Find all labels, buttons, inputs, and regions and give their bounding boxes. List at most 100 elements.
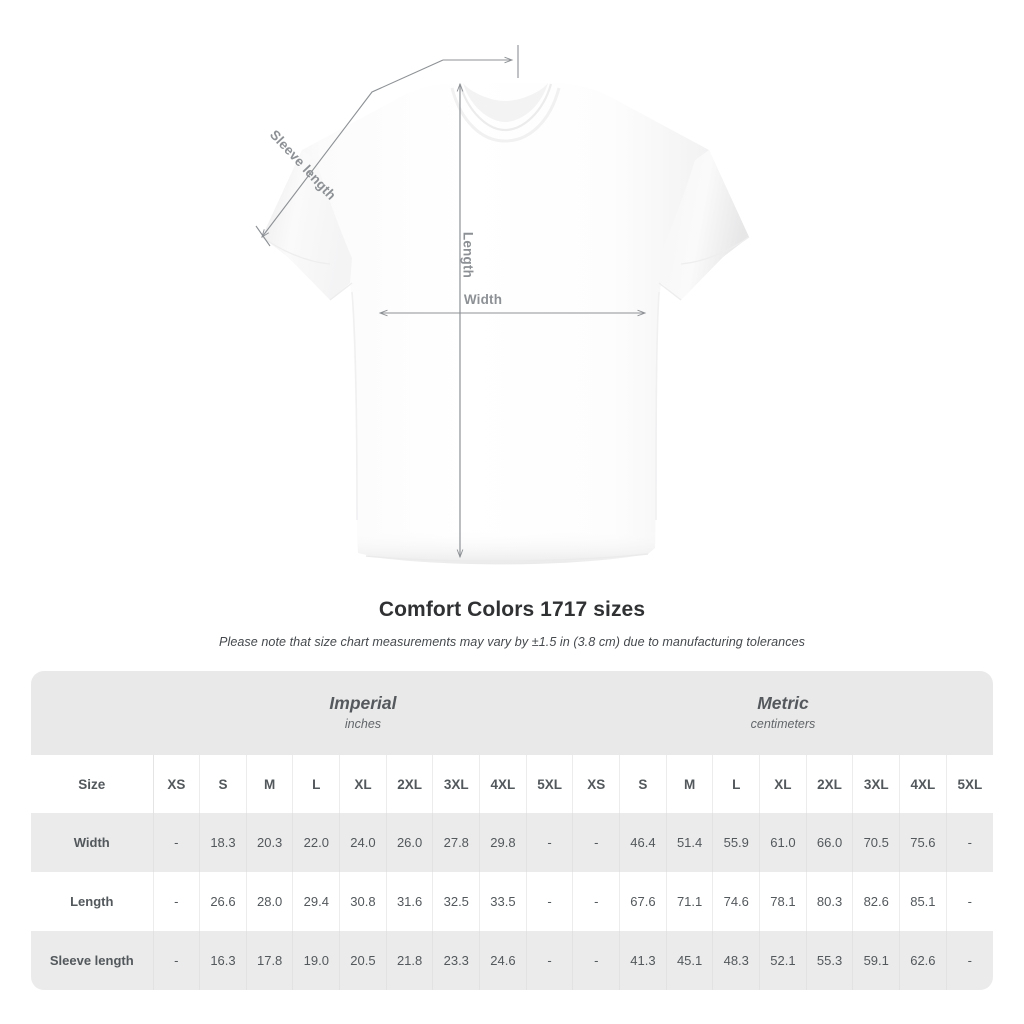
size-header-cell: S bbox=[619, 755, 667, 813]
measurement-cell: 80.3 bbox=[806, 872, 854, 931]
measurement-cell: 21.8 bbox=[386, 931, 434, 990]
measurement-cell: 32.5 bbox=[432, 872, 481, 931]
measurement-cell: 67.6 bbox=[619, 872, 667, 931]
measurement-cell: 19.0 bbox=[292, 931, 341, 990]
size-header-cell: 2XL bbox=[806, 755, 854, 813]
shirt-body-shape bbox=[262, 83, 749, 565]
tshirt-illustration bbox=[255, 45, 750, 565]
measurement-cell: 66.0 bbox=[806, 813, 854, 872]
unit-subtitle: inches bbox=[344, 716, 382, 731]
measurement-row-label: Sleeve length bbox=[31, 931, 154, 990]
unit-subtitle: centimeters bbox=[750, 716, 816, 731]
size-header-row: Size XS S M L XL 2XL 3XL 4XL 5XL XS S M L XL 2XL 3XL 4XL 5… bbox=[31, 755, 993, 813]
measurement-row-label: Width bbox=[31, 813, 154, 872]
measurement-cell: 41.3 bbox=[619, 931, 667, 990]
left-sleeve-shading bbox=[262, 150, 352, 300]
measurement-cell: 62.6 bbox=[899, 931, 947, 990]
measurement-cell: 24.6 bbox=[479, 931, 527, 990]
measurement-cell: 17.8 bbox=[246, 931, 294, 990]
left-sleeve-seam bbox=[329, 282, 353, 301]
unit-header-imperial: Imperial inches bbox=[153, 671, 573, 755]
size-header-cell: 5XL bbox=[526, 755, 574, 813]
size-header-cell: L bbox=[292, 755, 341, 813]
size-header-cell: L bbox=[712, 755, 761, 813]
measurement-cell: 20.5 bbox=[339, 931, 387, 990]
measurement-cell: 27.8 bbox=[432, 813, 481, 872]
measurement-cell: - bbox=[153, 931, 201, 990]
measurement-cell: - bbox=[526, 931, 574, 990]
size-header-cell: XS bbox=[153, 755, 201, 813]
measurement-cell: 20.3 bbox=[246, 813, 294, 872]
size-header-cell: XL bbox=[759, 755, 807, 813]
measurement-cell: - bbox=[526, 872, 574, 931]
size-header-cell: 3XL bbox=[432, 755, 481, 813]
measurement-row-label: Length bbox=[31, 872, 154, 931]
width-dimension-label: Width bbox=[463, 292, 503, 307]
measurement-cell: 51.4 bbox=[666, 813, 714, 872]
tolerance-note: Please note that size chart measurements… bbox=[219, 635, 805, 649]
measurement-cell: 71.1 bbox=[666, 872, 714, 931]
measurement-cell: - bbox=[153, 813, 201, 872]
measurement-cell: - bbox=[526, 813, 574, 872]
measurement-cell: - bbox=[572, 931, 621, 990]
measurement-cell: 28.0 bbox=[246, 872, 294, 931]
hem-line bbox=[365, 553, 649, 562]
size-column-label: Size bbox=[31, 755, 154, 813]
unit-header-spacer bbox=[31, 671, 153, 755]
size-header-cell: 2XL bbox=[386, 755, 434, 813]
right-cuff bbox=[680, 236, 750, 265]
unit-name: Imperial bbox=[329, 692, 397, 713]
measurement-cell: - bbox=[572, 813, 621, 872]
unit-name: Metric bbox=[757, 692, 809, 713]
right-sleeve-shading bbox=[659, 150, 749, 300]
right-sleeve-seam bbox=[658, 282, 682, 301]
measurement-cell: 18.3 bbox=[199, 813, 247, 872]
measurement-cell: 30.8 bbox=[339, 872, 387, 931]
measurement-cell: 74.6 bbox=[712, 872, 761, 931]
measurement-cell: 55.9 bbox=[712, 813, 761, 872]
measurement-cell: - bbox=[153, 872, 201, 931]
hem-shading bbox=[357, 528, 656, 565]
measurement-cell: 52.1 bbox=[759, 931, 807, 990]
table-row: Length -26.6 28.0 29.4 30.8 31.6 32.5 33.5- -67.… bbox=[31, 872, 993, 931]
measurement-cell: 29.4 bbox=[292, 872, 341, 931]
size-header-cell: XL bbox=[339, 755, 387, 813]
size-header-cell: 4XL bbox=[899, 755, 947, 813]
size-header-cell: XS bbox=[572, 755, 621, 813]
length-dimension-label: Length bbox=[460, 231, 476, 279]
measurement-cell: 48.3 bbox=[712, 931, 761, 990]
measurement-cell: 85.1 bbox=[899, 872, 947, 931]
measurement-cell: 31.6 bbox=[386, 872, 434, 931]
sleeve-length-line bbox=[255, 59, 444, 247]
measurement-cell: 82.6 bbox=[852, 872, 901, 931]
measurement-cell: - bbox=[946, 872, 993, 931]
measurement-cell: 78.1 bbox=[759, 872, 807, 931]
table-row: Sleeve length -16.3 17.8 19.0 20.5 21.8 23.3 24… bbox=[31, 931, 993, 990]
left-cuff bbox=[261, 236, 331, 265]
collar bbox=[450, 83, 561, 143]
size-chart-table-wrapper: Imperial inches Metric centimeters Size XS S M L… bbox=[31, 671, 993, 990]
measurement-cell: 24.0 bbox=[339, 813, 387, 872]
size-chart-table: Imperial inches Metric centimeters Size XS S M L… bbox=[31, 671, 993, 990]
measurement-cell: 16.3 bbox=[199, 931, 247, 990]
measurement-cell: 23.3 bbox=[432, 931, 481, 990]
size-header-cell: M bbox=[246, 755, 294, 813]
unit-header-metric: Metric centimeters bbox=[572, 671, 993, 755]
table-row: Width -18.3 20.3 22.0 24.0 26.0 27.8 29.8- -46.4… bbox=[31, 813, 993, 872]
measurement-cell: 22.0 bbox=[292, 813, 341, 872]
size-header-cell: 3XL bbox=[852, 755, 901, 813]
measurement-cell: 45.1 bbox=[666, 931, 714, 990]
measurement-cell: 26.6 bbox=[199, 872, 247, 931]
size-header-cell: 4XL bbox=[479, 755, 527, 813]
size-header-cell: S bbox=[199, 755, 247, 813]
size-header-cell: 5XL bbox=[946, 755, 993, 813]
measurement-cell: - bbox=[946, 813, 993, 872]
measurement-cell: 59.1 bbox=[852, 931, 901, 990]
measurement-cell: 70.5 bbox=[852, 813, 901, 872]
chart-header: Comfort Colors 1717 sizes Please note th… bbox=[0, 598, 1024, 649]
unit-header-row: Imperial inches Metric centimeters bbox=[31, 671, 993, 755]
left-seam bbox=[351, 291, 358, 521]
tshirt-diagram: Width Length Sleeve length bbox=[255, 45, 750, 565]
measurement-cell: 29.8 bbox=[479, 813, 527, 872]
measurement-cell: 46.4 bbox=[619, 813, 667, 872]
